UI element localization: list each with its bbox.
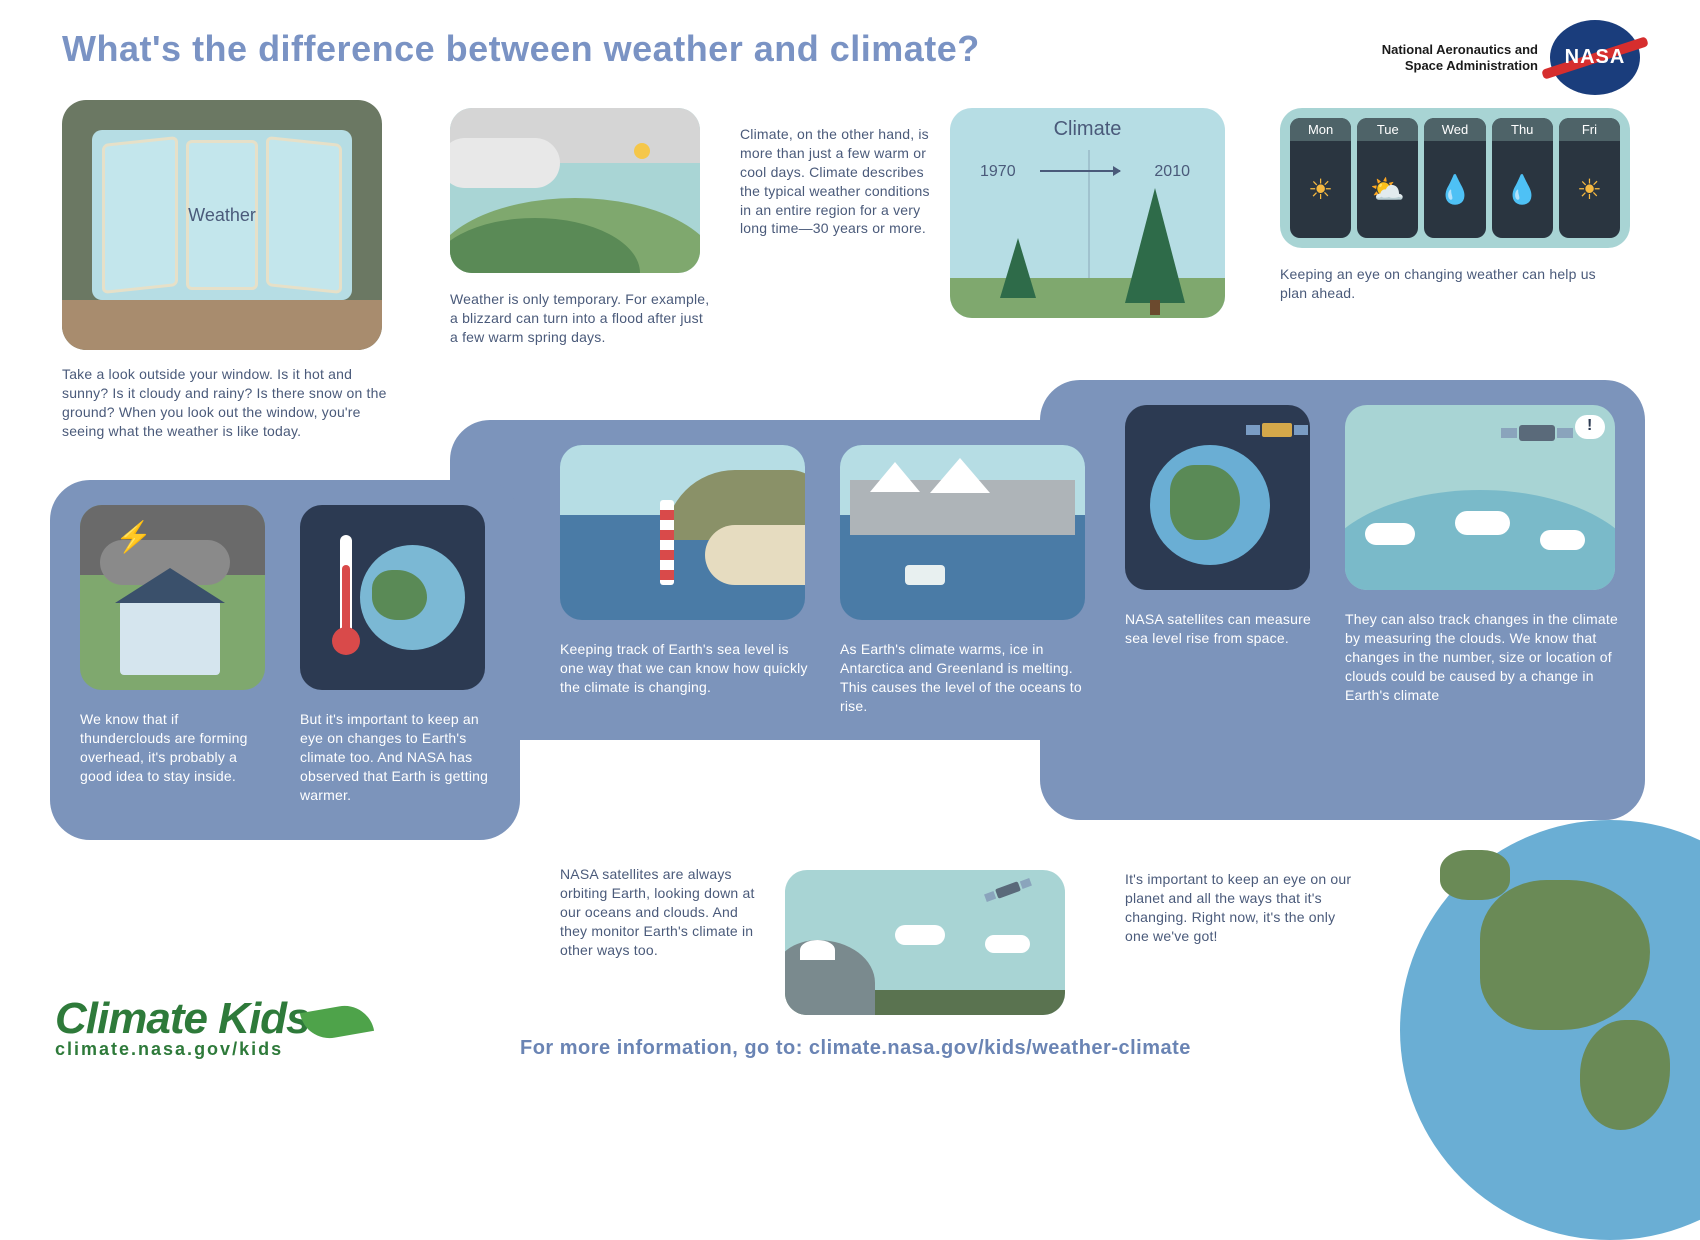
tree-small-icon: [1000, 238, 1036, 298]
weather-window-caption: Take a look outside your window. Is it h…: [62, 365, 402, 441]
climate-tile-label: Climate: [950, 118, 1225, 141]
temperature-tile: [300, 505, 485, 690]
logo-url: climate.nasa.gov/kids: [55, 1039, 372, 1060]
nasa-block: National Aeronautics and Space Administr…: [1382, 20, 1640, 95]
nasa-org-line2: Space Administration: [1382, 58, 1538, 74]
page-title: What's the difference between weather an…: [62, 28, 980, 70]
forecast-tile: Mon☀ Tue⛅ Wed💧 Thu💧 Fri☀: [1280, 108, 1630, 248]
forecast-day-label: Tue: [1357, 118, 1418, 141]
forecast-caption: Keeping an eye on changing weather can h…: [1280, 265, 1620, 303]
satellite-tile: [1125, 405, 1310, 590]
climate-caption: Climate, on the other hand, is more than…: [740, 125, 930, 238]
satellite-icon: [995, 881, 1021, 899]
footer-link: For more information, go to: climate.nas…: [520, 1037, 1191, 1060]
climate-tile: Climate 1970 2010: [950, 108, 1225, 318]
storm-caption: We know that if thunderclouds are formin…: [80, 710, 270, 786]
weather-window-label: Weather: [186, 140, 258, 290]
climate-year-2: 2010: [1154, 163, 1190, 181]
tree-big-icon: [1125, 188, 1185, 303]
sea-level-caption: Keeping track of Earth's sea level is on…: [560, 640, 815, 697]
cloud-caption: They can also track changes in the clima…: [1345, 610, 1625, 704]
temperature-caption: But it's important to keep an eye on cha…: [300, 710, 500, 804]
globe-icon: [360, 545, 465, 650]
arrow-icon: [1040, 170, 1120, 172]
forecast-day: Fri☀: [1559, 118, 1620, 238]
orbit-caption: NASA satellites are always orbiting Eart…: [560, 865, 760, 959]
sun-icon: ☀: [1308, 141, 1333, 238]
only-planet-caption: It's important to keep an eye on our pla…: [1125, 870, 1355, 946]
satellite-icon: [1519, 425, 1555, 441]
satellite-icon: [1262, 423, 1292, 437]
landscape-tile: [450, 108, 700, 273]
forecast-day-label: Mon: [1290, 118, 1351, 141]
lightning-icon: ⚡: [115, 520, 152, 555]
earth-icon: [1150, 445, 1270, 565]
nasa-logo-text: NASA: [1565, 46, 1626, 69]
thermometer-icon: [340, 535, 352, 645]
leaf-icon: [299, 1001, 373, 1043]
nasa-logo-icon: NASA: [1550, 20, 1640, 95]
forecast-day: Wed💧: [1424, 118, 1485, 238]
forecast-day: Thu💧: [1492, 118, 1553, 238]
earth-corner-icon: [1400, 820, 1700, 1240]
forecast-day-label: Fri: [1559, 118, 1620, 141]
buoy-icon: [660, 500, 674, 585]
satellite-caption: NASA satellites can measure sea level ri…: [1125, 610, 1315, 648]
climate-kids-logo: Climate Kids climate.nasa.gov/kids: [55, 999, 372, 1060]
forecast-day-label: Thu: [1492, 118, 1553, 141]
nasa-org-line1: National Aeronautics and: [1382, 42, 1538, 58]
house-icon: [120, 600, 220, 675]
forecast-day: Mon☀: [1290, 118, 1351, 238]
climate-year-1: 1970: [980, 163, 1016, 181]
rain-icon: 💧: [1505, 141, 1540, 238]
forecast-day: Tue⛅: [1357, 118, 1418, 238]
rain-icon: 💧: [1438, 141, 1473, 238]
ice-tile: [840, 445, 1085, 620]
ice-caption: As Earth's climate warms, ice in Antarct…: [840, 640, 1085, 716]
cloud-tile: [1345, 405, 1615, 590]
alert-bubble-icon: [1575, 415, 1605, 439]
iceberg-icon: [905, 565, 945, 585]
partly-cloudy-icon: ⛅: [1370, 141, 1405, 238]
orbit-tile: [785, 870, 1065, 1015]
sun-icon: ☀: [1577, 141, 1602, 238]
weather-window-tile: Weather: [62, 100, 382, 350]
logo-main-text: Climate Kids: [55, 994, 310, 1043]
nasa-org: National Aeronautics and Space Administr…: [1382, 42, 1538, 73]
sea-level-tile: [560, 445, 805, 620]
forecast-day-label: Wed: [1424, 118, 1485, 141]
storm-tile: ⚡: [80, 505, 265, 690]
landscape-caption: Weather is only temporary. For example, …: [450, 290, 710, 347]
